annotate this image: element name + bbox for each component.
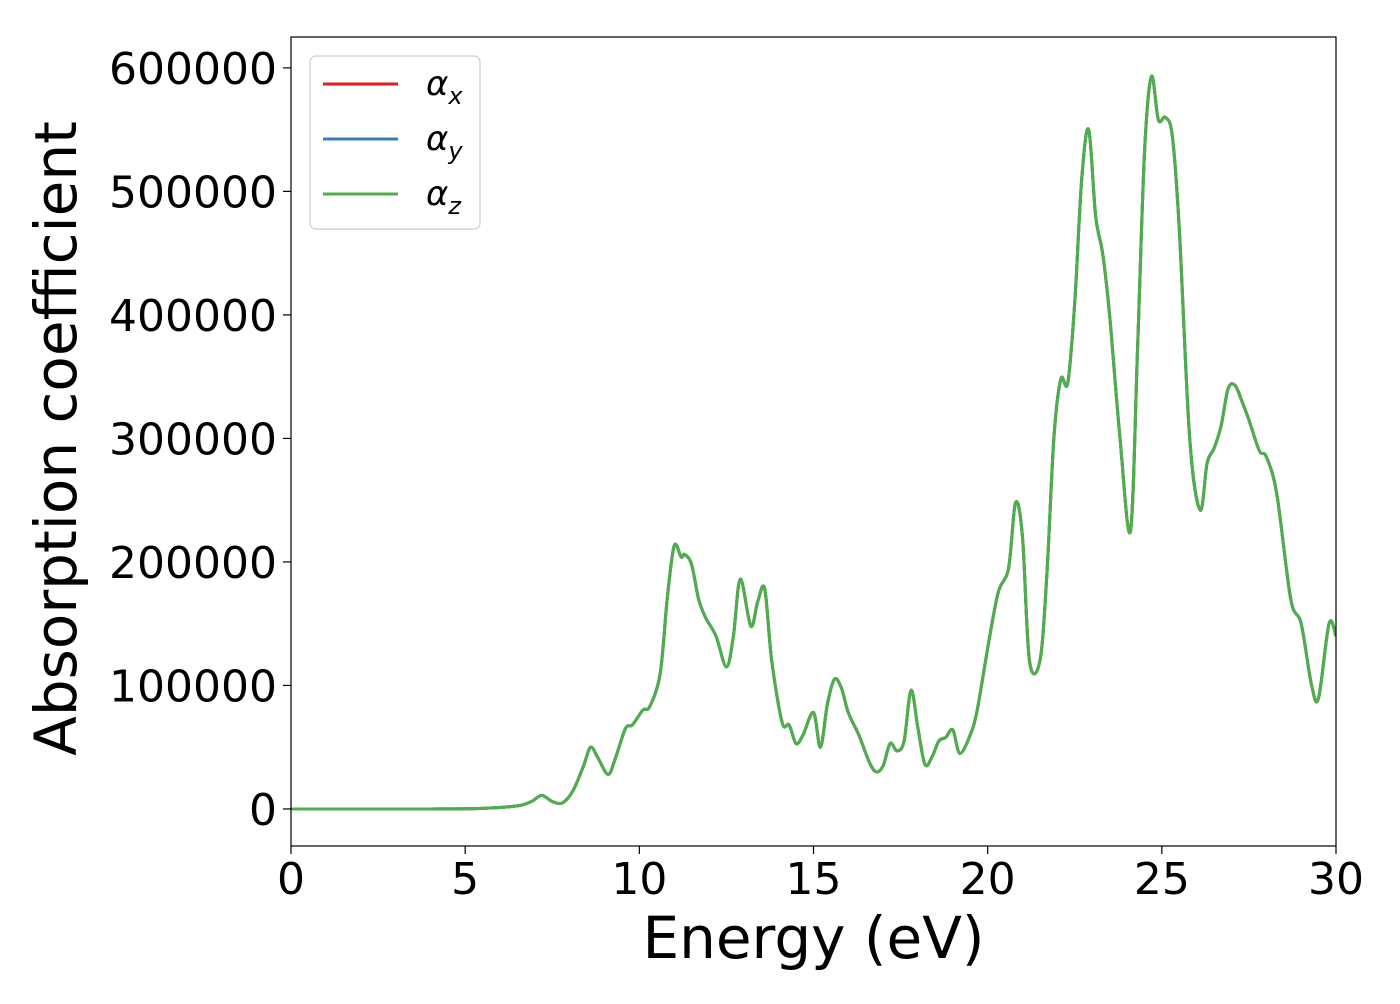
x-tick-label: 5 (451, 854, 479, 905)
legend-symbol: α (426, 174, 448, 214)
x-tick-label: 0 (277, 854, 305, 905)
y-tick-label: 600000 (109, 44, 277, 95)
legend-symbol: α (426, 64, 448, 104)
y-tick-label: 400000 (109, 291, 277, 342)
legend-subscript: z (447, 192, 462, 220)
legend-label: αy (426, 119, 463, 165)
legend-label: αz (426, 174, 462, 220)
x-axis: 0 5 10 15 20 25 30 (277, 846, 1364, 905)
x-axis-title: Energy (eV) (642, 904, 984, 972)
series-line-3 (291, 74, 1336, 811)
y-axis: 0 100000 200000 300000 400000 500000 600000 (109, 44, 291, 836)
x-tick-label: 25 (1134, 854, 1190, 905)
legend-subscript: y (447, 137, 463, 165)
legend-box (309, 55, 481, 230)
y-tick-label: 0 (249, 785, 277, 836)
y-tick-label: 100000 (109, 661, 277, 712)
series-layer (291, 74, 1336, 811)
y-axis-title: Absorption coefficient (22, 121, 90, 756)
y-tick-label: 300000 (109, 414, 277, 465)
x-tick-label: 10 (611, 854, 667, 905)
y-tick-label: 200000 (109, 538, 277, 589)
legend-symbol: α (426, 119, 448, 159)
legend-subscript: x (447, 82, 463, 110)
x-tick-label: 15 (786, 854, 842, 905)
x-tick-label: 30 (1308, 854, 1364, 905)
legend-label: αx (426, 64, 463, 110)
x-tick-label: 20 (960, 854, 1016, 905)
y-tick-label: 500000 (109, 167, 277, 218)
